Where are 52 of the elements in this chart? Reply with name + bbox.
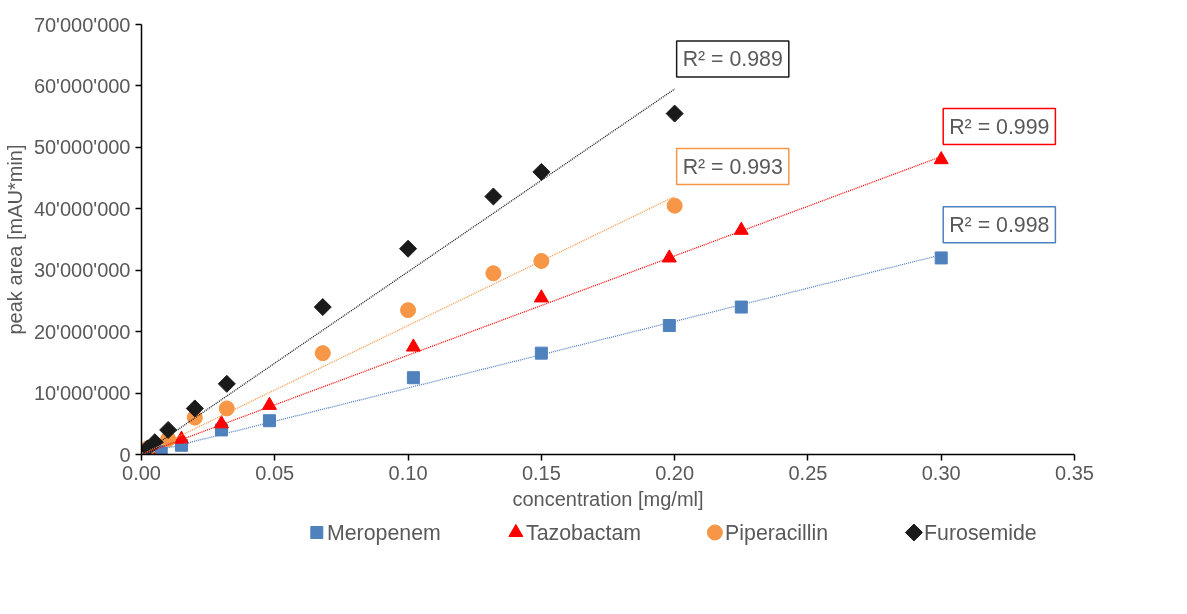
point [213, 415, 229, 429]
y-tick-label: 50'000'000 [33, 136, 131, 159]
legend-label: Furosemide [924, 520, 1037, 545]
y-tick-label: 40'000'000 [33, 197, 131, 220]
x-axis-title: concentration [mg/ml] [512, 487, 704, 510]
point [405, 338, 421, 352]
point [484, 187, 503, 206]
point [261, 396, 277, 410]
point [661, 249, 677, 263]
legend-label: Tazobactam [526, 520, 642, 545]
legend-label: Meropenem [326, 520, 441, 545]
point [313, 298, 332, 317]
x-tick-label: 0.30 [921, 461, 961, 484]
point [734, 300, 748, 314]
point [218, 400, 235, 417]
point [666, 197, 683, 214]
point [534, 346, 548, 360]
point [532, 162, 551, 181]
y-tick-label: 60'000'000 [33, 74, 131, 97]
point [406, 371, 420, 385]
point [733, 221, 749, 235]
point [533, 289, 549, 303]
point [665, 104, 684, 123]
point [262, 414, 276, 428]
x-tick-label: 0.05 [255, 461, 295, 484]
x-tick-label: 0.15 [521, 461, 561, 484]
point [217, 374, 236, 393]
x-tick-label: 0.20 [655, 461, 695, 484]
annotation: R² = 0.993 [682, 154, 783, 179]
point [934, 251, 948, 265]
point [485, 265, 502, 282]
x-tick-label: 0.10 [388, 461, 428, 484]
annotation: R² = 0.998 [949, 212, 1050, 237]
annotation: R² = 0.989 [682, 47, 783, 71]
y-axis-title: peak area [mAU*min] [3, 144, 26, 335]
point [399, 239, 418, 258]
x-tick-label: 0.35 [1055, 461, 1094, 484]
legend-label: Piperacillin [725, 520, 829, 545]
y-tick-label: 70'000'000 [33, 13, 131, 36]
y-tick-label: 20'000'000 [33, 320, 131, 343]
point [185, 399, 204, 418]
point [173, 430, 189, 444]
point [159, 420, 178, 439]
annotation: R² = 0.999 [949, 114, 1050, 139]
x-tick-label: 0.25 [788, 461, 828, 484]
point [662, 319, 676, 332]
point [533, 253, 550, 269]
y-tick-label: 30'000'000 [33, 259, 131, 282]
point [933, 151, 949, 165]
point [400, 302, 417, 319]
y-tick-label: 10'000'000 [33, 382, 131, 405]
point [314, 345, 331, 362]
